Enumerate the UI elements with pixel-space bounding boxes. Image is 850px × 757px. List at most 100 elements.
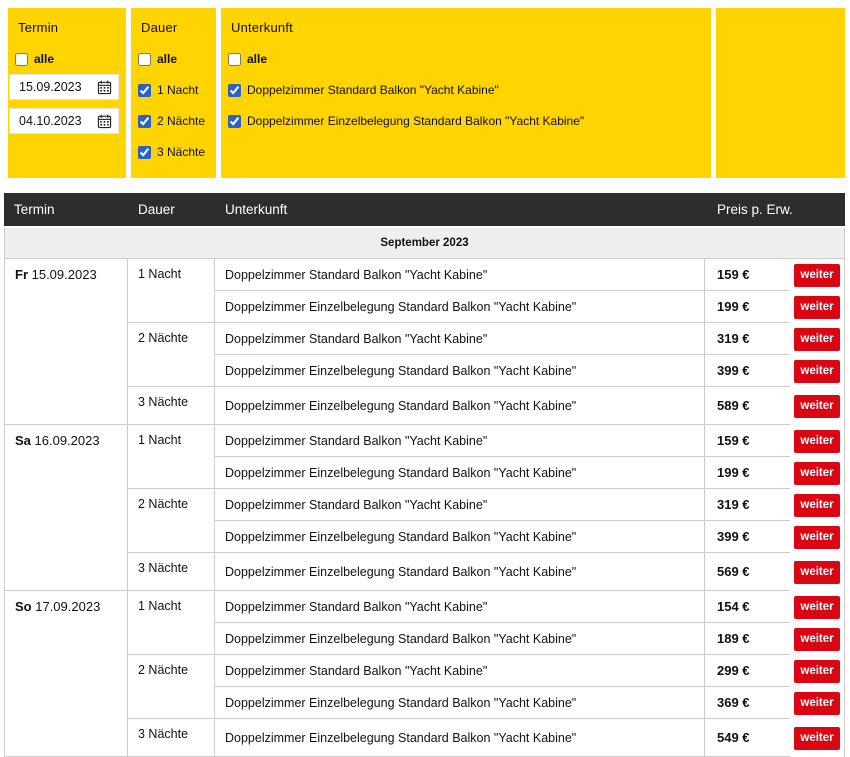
button-cell: weiter bbox=[790, 355, 845, 387]
offer-row: Sa 16.09.2023 1 Nacht Doppelzimmer Standar… bbox=[4, 425, 845, 591]
filter-option-checkbox[interactable] bbox=[138, 83, 151, 97]
weiter-button[interactable]: weiter bbox=[794, 659, 840, 683]
weekday-label: Fr bbox=[15, 267, 28, 282]
filter-option-checkbox[interactable] bbox=[228, 83, 241, 97]
weiter-button[interactable]: weiter bbox=[794, 493, 840, 517]
offer-row: So 17.09.2023 1 Nacht Doppelzimmer Standar… bbox=[4, 591, 845, 757]
dauer-cell: 3 Nächte bbox=[128, 387, 215, 425]
room-cell: Doppelzimmer Einzelbelegung Standard Bal… bbox=[215, 687, 705, 719]
filter-termin-alle-checkbox[interactable] bbox=[15, 52, 28, 66]
room-cell: Doppelzimmer Einzelbelegung Standard Bal… bbox=[215, 719, 705, 757]
price-cell: 159 € bbox=[705, 259, 790, 291]
date-from-input[interactable]: 15.09.2023 bbox=[9, 74, 119, 100]
filter-option-label: 3 Nächte bbox=[157, 145, 206, 159]
calendar-icon[interactable] bbox=[97, 114, 112, 129]
weiter-button[interactable]: weiter bbox=[794, 595, 840, 619]
button-cell: weiter bbox=[790, 521, 845, 553]
price-cell: 154 € bbox=[705, 591, 790, 623]
price-cell: 159 € bbox=[705, 425, 790, 457]
room-cell: Doppelzimmer Standard Balkon "Yacht Kabi… bbox=[215, 655, 705, 687]
weiter-button[interactable]: weiter bbox=[794, 691, 840, 715]
offer-row: Doppelzimmer Einzelbelegung Standard Bal… bbox=[4, 687, 845, 719]
room-cell: Doppelzimmer Einzelbelegung Standard Bal… bbox=[215, 553, 705, 591]
weiter-button[interactable]: weiter bbox=[794, 394, 840, 418]
button-cell: weiter bbox=[790, 425, 845, 457]
results-tbody: September 2023 Fr 15.09.2023 1 Nacht Doppel… bbox=[4, 228, 845, 757]
filter-dauer-alle-checkbox[interactable] bbox=[138, 52, 151, 66]
room-cell: Doppelzimmer Einzelbelegung Standard Bal… bbox=[215, 521, 705, 553]
filter-dauer-alle[interactable]: alle bbox=[138, 52, 216, 66]
termin-cell: So 17.09.2023 bbox=[4, 591, 128, 757]
filter-option[interactable]: 3 Nächte bbox=[138, 145, 216, 159]
filter-option[interactable]: 2 Nächte bbox=[138, 114, 216, 128]
filter-dauer-alle-label: alle bbox=[157, 52, 178, 66]
weiter-button[interactable]: weiter bbox=[794, 263, 840, 287]
offer-row: 3 Nächte Doppelzimmer Einzelbelegung Stan… bbox=[4, 719, 845, 757]
weiter-button[interactable]: weiter bbox=[794, 726, 840, 750]
button-cell: weiter bbox=[790, 457, 845, 489]
price-cell: 199 € bbox=[705, 291, 790, 323]
button-cell: weiter bbox=[790, 387, 845, 425]
header-preis: Preis p. Erw. bbox=[705, 193, 845, 228]
button-cell: weiter bbox=[790, 323, 845, 355]
button-cell: weiter bbox=[790, 655, 845, 687]
offer-row: Doppelzimmer Einzelbelegung Standard Bal… bbox=[4, 623, 845, 655]
price-cell: 399 € bbox=[705, 521, 790, 553]
weiter-button[interactable]: weiter bbox=[794, 627, 840, 651]
filter-unterkunft-alle-label: alle bbox=[247, 52, 268, 66]
filter-column-spacer bbox=[716, 8, 845, 178]
room-cell: Doppelzimmer Standard Balkon "Yacht Kabi… bbox=[215, 591, 705, 623]
filter-panel: Termin alle 15.09.2023 04.10.2023 bbox=[8, 8, 845, 178]
filter-option[interactable]: Doppelzimmer Einzelbelegung Standard Bal… bbox=[228, 114, 711, 128]
filter-unterkunft-alle[interactable]: alle bbox=[228, 52, 711, 66]
price-cell: 589 € bbox=[705, 387, 790, 425]
filter-option[interactable]: Doppelzimmer Standard Balkon "Yacht Kabi… bbox=[228, 83, 711, 97]
room-cell: Doppelzimmer Einzelbelegung Standard Bal… bbox=[215, 291, 705, 323]
button-cell: weiter bbox=[790, 719, 845, 757]
filter-column-termin: Termin alle 15.09.2023 04.10.2023 bbox=[8, 8, 126, 178]
weiter-button[interactable]: weiter bbox=[794, 327, 840, 351]
price-cell: 569 € bbox=[705, 553, 790, 591]
price-cell: 549 € bbox=[705, 719, 790, 757]
weiter-button[interactable]: weiter bbox=[794, 461, 840, 485]
weiter-button[interactable]: weiter bbox=[794, 525, 840, 549]
date-to-value: 04.10.2023 bbox=[19, 114, 82, 128]
weiter-button[interactable]: weiter bbox=[794, 429, 840, 453]
price-cell: 399 € bbox=[705, 355, 790, 387]
room-cell: Doppelzimmer Einzelbelegung Standard Bal… bbox=[215, 457, 705, 489]
offer-row: 3 Nächte Doppelzimmer Einzelbelegung Stan… bbox=[4, 387, 845, 425]
filter-termin-alle[interactable]: alle bbox=[15, 52, 126, 66]
termin-cell: Sa 16.09.2023 bbox=[4, 425, 128, 591]
weekday-label: So bbox=[15, 599, 32, 614]
weekday-label: Sa bbox=[15, 433, 31, 448]
section-label: September 2023 bbox=[4, 228, 845, 259]
button-cell: weiter bbox=[790, 623, 845, 655]
button-cell: weiter bbox=[790, 591, 845, 623]
weiter-button[interactable]: weiter bbox=[794, 359, 840, 383]
filter-unterkunft-alle-checkbox[interactable] bbox=[228, 52, 241, 66]
room-cell: Doppelzimmer Standard Balkon "Yacht Kabi… bbox=[215, 259, 705, 291]
dauer-cell: 1 Nacht bbox=[128, 259, 215, 323]
offer-row: Doppelzimmer Einzelbelegung Standard Bal… bbox=[4, 291, 845, 323]
weiter-button[interactable]: weiter bbox=[794, 295, 840, 319]
filter-dauer-options: 1 Nacht 2 Nächte 3 Nächte bbox=[131, 83, 216, 159]
filter-option-checkbox[interactable] bbox=[138, 145, 151, 159]
filter-column-unterkunft: Unterkunft alle Doppelzimmer Standard Ba… bbox=[221, 8, 711, 178]
button-cell: weiter bbox=[790, 291, 845, 323]
header-termin: Termin bbox=[4, 193, 128, 228]
filter-option-checkbox[interactable] bbox=[228, 114, 241, 128]
filter-option-label: 2 Nächte bbox=[157, 114, 206, 128]
dauer-cell: 1 Nacht bbox=[128, 425, 215, 489]
date-to-input[interactable]: 04.10.2023 bbox=[9, 108, 119, 134]
termin-cell: Fr 15.09.2023 bbox=[4, 259, 128, 425]
calendar-icon[interactable] bbox=[97, 80, 112, 95]
filter-option[interactable]: 1 Nacht bbox=[138, 83, 216, 97]
button-cell: weiter bbox=[790, 259, 845, 291]
weiter-button[interactable]: weiter bbox=[794, 560, 840, 584]
filter-option-checkbox[interactable] bbox=[138, 114, 151, 128]
offer-row: 2 Nächte Doppelzimmer Standard Balkon "Ya… bbox=[4, 489, 845, 553]
room-cell: Doppelzimmer Einzelbelegung Standard Bal… bbox=[215, 355, 705, 387]
room-cell: Doppelzimmer Standard Balkon "Yacht Kabi… bbox=[215, 323, 705, 355]
price-cell: 199 € bbox=[705, 457, 790, 489]
price-cell: 299 € bbox=[705, 655, 790, 687]
